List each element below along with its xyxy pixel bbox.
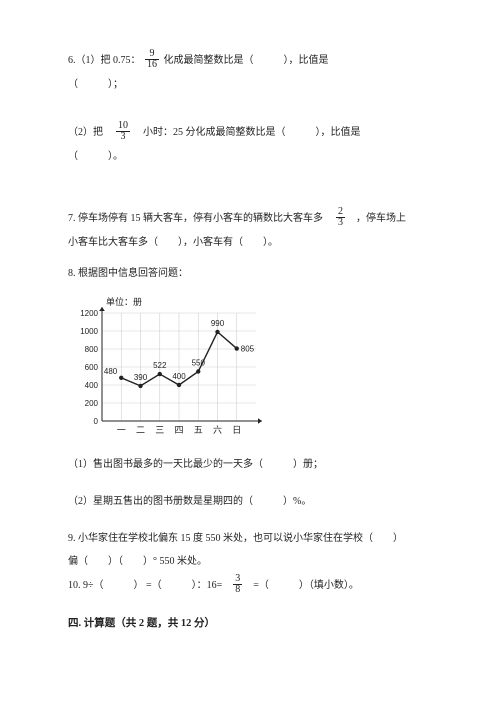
q6-1-frac: 9 16	[145, 49, 159, 70]
section-4-heading: 四. 计算题（共 2 题，共 12 分）	[68, 614, 440, 634]
svg-text:480: 480	[104, 367, 118, 376]
svg-text:四: 四	[174, 425, 183, 435]
q9-a: 9. 小华家住在学校北偏东 15 度 550 米处，也可以说小华家住在学校（ ）	[68, 529, 440, 548]
q6-2-c: （ ）。	[68, 147, 440, 166]
svg-text:805: 805	[241, 345, 255, 354]
svg-text:三: 三	[155, 425, 164, 435]
svg-text:800: 800	[85, 345, 99, 354]
q6-1-b: 化成最简整数比是（ ），比值是	[164, 55, 329, 66]
q7-a: 7. 停车场停有 15 辆大客车，停有小客车的辆数比大客车多	[68, 213, 323, 224]
q8-sub2: （2）星期五售出的图书册数是星期四的（ ）%。	[68, 492, 440, 511]
q10-b: =（ ）（填小数）。	[253, 580, 359, 591]
svg-text:日: 日	[232, 425, 241, 435]
q7-b: ，停车场上	[356, 213, 406, 224]
q7-frac: 2 3	[336, 207, 345, 228]
svg-text:550: 550	[192, 359, 206, 368]
svg-text:200: 200	[85, 399, 99, 408]
svg-text:600: 600	[85, 363, 99, 372]
svg-text:0: 0	[94, 417, 99, 426]
svg-text:390: 390	[134, 373, 148, 382]
svg-text:1000: 1000	[80, 327, 98, 336]
svg-text:522: 522	[153, 361, 167, 370]
q6-2-frac: 10 3	[116, 121, 130, 142]
svg-text:六: 六	[213, 424, 222, 435]
q8-title: 8. 根据图中信息回答问题：	[68, 264, 440, 283]
svg-text:五: 五	[194, 425, 203, 435]
svg-text:二: 二	[136, 425, 145, 435]
book-sales-chart: 单位：册 0 200 400 600 800 1000 1200 一二三四 五六日 480 390 52…	[68, 291, 440, 441]
q6-1-a: 6.（1）把 0.75：	[68, 55, 141, 66]
q7-c: 小客车比大客车多（ ），小客车有（ ）。	[68, 233, 440, 252]
svg-text:400: 400	[172, 372, 186, 381]
svg-text:1200: 1200	[80, 309, 98, 318]
q6-2-b: 小时：25 分化成最简整数比是（ ），比值是	[143, 127, 361, 138]
q9-b: 偏（ ）（ ）° 550 米处。	[68, 552, 440, 571]
q6-1-c: （ ）；	[68, 75, 440, 94]
q10-frac: 3 8	[233, 574, 242, 595]
q8-sub1: （1）售出图书最多的一天比最少的一天多（ ）册；	[68, 455, 440, 474]
q10-a: 10. 9÷（ ） =（ ）：16=	[68, 580, 222, 591]
svg-text:单位：册: 单位：册	[106, 296, 142, 307]
svg-text:400: 400	[85, 381, 99, 390]
q6-2-a: （2）把	[68, 127, 103, 138]
svg-text:990: 990	[211, 319, 225, 328]
svg-text:一: 一	[117, 425, 126, 435]
